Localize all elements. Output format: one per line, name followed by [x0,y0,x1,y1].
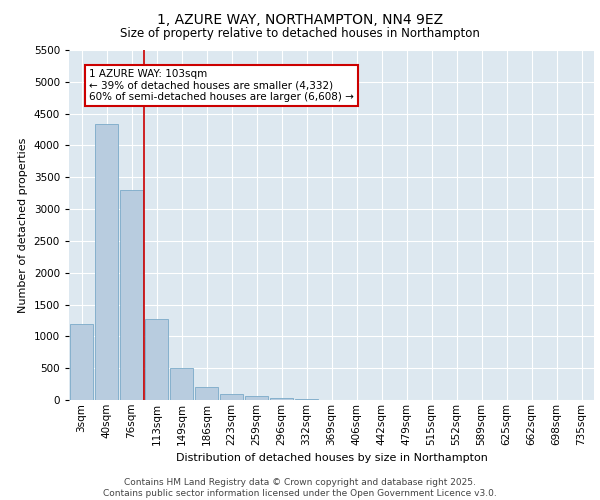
Bar [145,319,169,400]
Bar [70,324,94,400]
Bar [119,190,143,400]
Text: 1, AZURE WAY, NORTHAMPTON, NN4 9EZ: 1, AZURE WAY, NORTHAMPTON, NN4 9EZ [157,12,443,26]
Bar [95,124,118,400]
X-axis label: Distribution of detached houses by size in Northampton: Distribution of detached houses by size … [176,453,487,463]
Text: Size of property relative to detached houses in Northampton: Size of property relative to detached ho… [120,28,480,40]
Text: Contains HM Land Registry data © Crown copyright and database right 2025.
Contai: Contains HM Land Registry data © Crown c… [103,478,497,498]
Y-axis label: Number of detached properties: Number of detached properties [18,138,28,312]
Bar [245,396,268,400]
Bar [269,398,293,400]
Bar [220,394,244,400]
Text: 1 AZURE WAY: 103sqm
← 39% of detached houses are smaller (4,332)
60% of semi-det: 1 AZURE WAY: 103sqm ← 39% of detached ho… [89,69,354,102]
Bar [170,368,193,400]
Bar [194,388,218,400]
